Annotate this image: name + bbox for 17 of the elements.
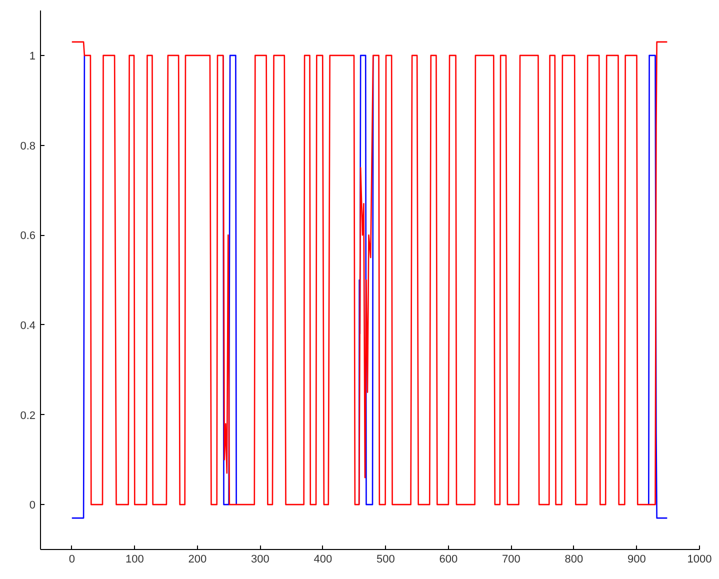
y-tick-label: 1: [29, 50, 36, 62]
y-tick-label: 0.8: [20, 140, 36, 152]
y-tick-label: 0.6: [20, 230, 36, 242]
x-tick-label: 600: [439, 554, 458, 566]
x-tick-label: 300: [250, 554, 270, 566]
x-tick-label: 200: [188, 554, 207, 566]
x-tick-label: 700: [502, 554, 520, 566]
y-tick-label: 0: [29, 500, 36, 512]
x-tick-label: 900: [628, 554, 646, 566]
x-tick-label: 500: [376, 554, 395, 566]
y-tick-label: 0.2: [20, 410, 36, 422]
x-tick-label: 800: [564, 554, 584, 566]
x-tick-label: 400: [314, 554, 332, 566]
y-tick-label: 0.4: [20, 320, 36, 332]
x-tick-label: 1000: [687, 554, 712, 566]
x-tick-label: 100: [125, 554, 144, 566]
x-tick-label: 0: [68, 554, 75, 566]
